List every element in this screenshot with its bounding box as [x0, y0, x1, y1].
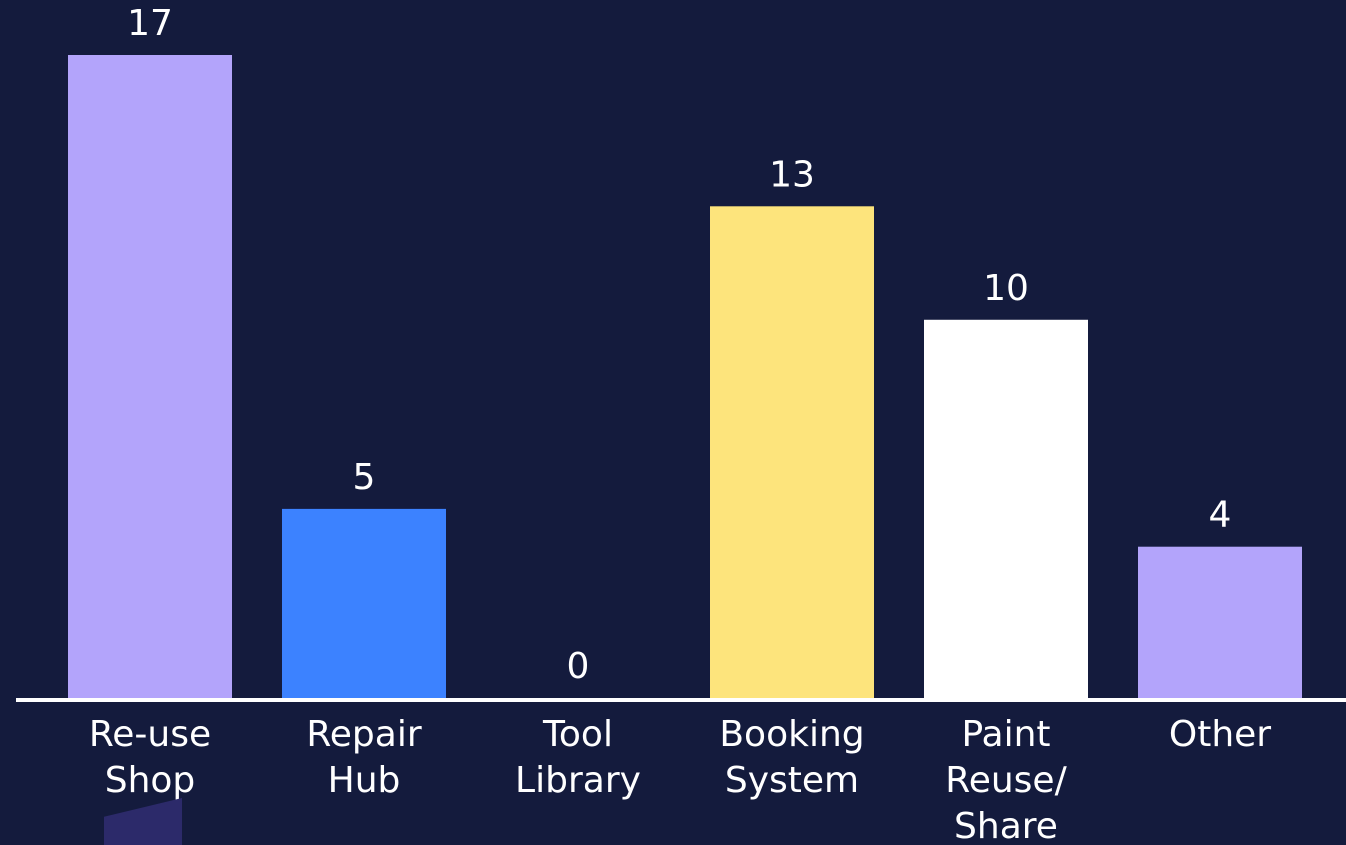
category-label-line: Paint — [961, 714, 1050, 755]
category-label-line: Shop — [105, 760, 196, 801]
value-labels-group: 17 5 0 13 10 4 — [127, 3, 1231, 687]
data-label-3: 13 — [769, 154, 815, 195]
bar-1 — [282, 508, 446, 698]
data-label-4: 10 — [983, 268, 1029, 309]
category-label-line: Other — [1169, 714, 1271, 755]
category-label-0: Re-use Shop — [89, 714, 211, 801]
category-label-line: Booking — [719, 714, 864, 755]
category-label-line: Share — [954, 806, 1058, 845]
bar-0 — [68, 55, 232, 698]
data-label-5: 4 — [1209, 495, 1232, 536]
category-label-line: Library — [515, 760, 641, 801]
category-label-line: Reuse/ — [945, 760, 1067, 801]
category-label-line: System — [725, 760, 859, 801]
category-label-2: Tool Library — [515, 714, 641, 801]
category-label-line: Repair — [306, 714, 421, 755]
bars-group — [68, 55, 1302, 698]
category-label-1: Repair Hub — [306, 714, 421, 801]
bar-5 — [1138, 546, 1302, 698]
data-label-1: 5 — [353, 457, 376, 498]
category-label-5: Other — [1169, 714, 1271, 755]
category-label-3: Booking System — [719, 714, 864, 801]
category-labels-group: Re-use Shop Repair Hub Tool Library Booking Sys… — [89, 714, 1271, 845]
category-label-4: Paint Reuse/Share — [945, 714, 1067, 845]
data-label-0: 17 — [127, 3, 173, 44]
bar-3 — [710, 206, 874, 698]
data-label-2: 0 — [567, 646, 590, 687]
category-label-line: Hub — [328, 760, 401, 801]
category-label-line: Re-use — [89, 714, 211, 755]
category-label-line: Tool — [542, 714, 613, 755]
bar-4 — [924, 319, 1088, 698]
